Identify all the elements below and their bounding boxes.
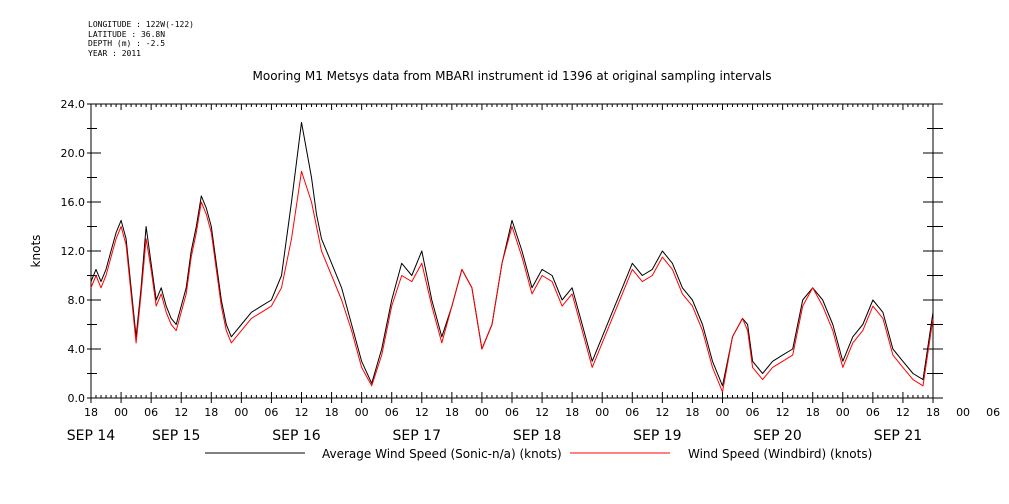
plot-frame bbox=[90, 103, 934, 399]
y-tick-label: 4.0 bbox=[68, 343, 86, 356]
x-day-label: SEP 17 bbox=[393, 428, 441, 444]
x-tick-label: 00 bbox=[475, 406, 489, 419]
x-day-label: SEP 19 bbox=[633, 428, 681, 444]
x-tick-label: 00 bbox=[355, 406, 369, 419]
legend: Average Wind Speed (Sonic-n/a) (knots) W… bbox=[205, 447, 872, 461]
legend-label-windbird: Wind Speed (Windbird) (knots) bbox=[688, 447, 872, 461]
x-tick-label: 00 bbox=[836, 406, 850, 419]
x-tick-label: 06 bbox=[264, 406, 278, 419]
x-tick-label: 00 bbox=[114, 406, 128, 419]
x-tick-label: 18 bbox=[806, 406, 820, 419]
x-day-label: SEP 21 bbox=[874, 428, 922, 444]
y-axis-label: knots bbox=[29, 235, 43, 268]
depth-label: DEPTH (m) : -2.5 bbox=[88, 39, 166, 49]
axes-frame: 18 00 06 12 18 00 06 12 18 00 06 12 18 00 06 12 18 00 06 12… bbox=[61, 98, 1001, 444]
x-day-label: SEP 14 bbox=[67, 428, 116, 444]
metadata-block: LONGITUDE : 122W(-122) LATITUDE : 36.8N … bbox=[88, 20, 194, 58]
x-tick-label: 18 bbox=[565, 406, 579, 419]
x-tick-label: 06 bbox=[866, 406, 880, 419]
x-tick-label: 06 bbox=[505, 406, 519, 419]
legend-label-average: Average Wind Speed (Sonic-n/a) (knots) bbox=[322, 447, 562, 461]
x-tick-label: 06 bbox=[144, 406, 158, 419]
y-tick-label: 20.0 bbox=[61, 147, 86, 160]
x-day-label: SEP 16 bbox=[272, 428, 321, 444]
x-tick-label: 12 bbox=[776, 406, 790, 419]
x-tick-label: 00 bbox=[595, 406, 609, 419]
x-tick-label: 06 bbox=[746, 406, 760, 419]
y-tick-label: 8.0 bbox=[68, 294, 86, 307]
year-label: YEAR : 2011 bbox=[88, 48, 141, 58]
chart-title: Mooring M1 Metsys data from MBARI instru… bbox=[253, 69, 772, 83]
x-tick-label: 06 bbox=[625, 406, 639, 419]
series-average-wind-speed bbox=[90, 121, 934, 387]
x-tick-label: 12 bbox=[655, 406, 669, 419]
series-windbird-wind-speed bbox=[90, 170, 934, 393]
x-day-label: SEP 15 bbox=[152, 428, 200, 444]
x-tick-label: 00 bbox=[234, 406, 248, 419]
y-tick-label: 12.0 bbox=[61, 245, 86, 258]
y-tick-label: 0.0 bbox=[68, 392, 86, 405]
latitude-label: LATITUDE : 36.8N bbox=[88, 29, 166, 39]
x-tick-label: 12 bbox=[295, 406, 309, 419]
x-tick-label: 18 bbox=[926, 406, 940, 419]
x-tick-label: 12 bbox=[415, 406, 429, 419]
longitude-label: LONGITUDE : 122W(-122) bbox=[88, 20, 194, 29]
x-tick-label: 18 bbox=[445, 406, 459, 419]
x-tick-label: 06 bbox=[986, 406, 1000, 419]
y-tick-label: 16.0 bbox=[61, 196, 86, 209]
x-tick-label: 12 bbox=[896, 406, 910, 419]
y-tick-label: 24.0 bbox=[61, 98, 86, 111]
x-tick-label: 12 bbox=[174, 406, 188, 419]
x-tick-label: 18 bbox=[685, 406, 699, 419]
x-tick-label: 18 bbox=[84, 406, 98, 419]
x-day-label: SEP 20 bbox=[753, 428, 801, 444]
x-tick-label: 18 bbox=[325, 406, 339, 419]
x-tick-label: 18 bbox=[204, 406, 218, 419]
series-layer bbox=[90, 121, 934, 393]
x-day-label: SEP 18 bbox=[513, 428, 561, 444]
x-tick-label: 06 bbox=[385, 406, 399, 419]
x-tick-label: 00 bbox=[716, 406, 730, 419]
x-tick-label: 12 bbox=[535, 406, 549, 419]
x-tick-label: 00 bbox=[956, 406, 970, 419]
